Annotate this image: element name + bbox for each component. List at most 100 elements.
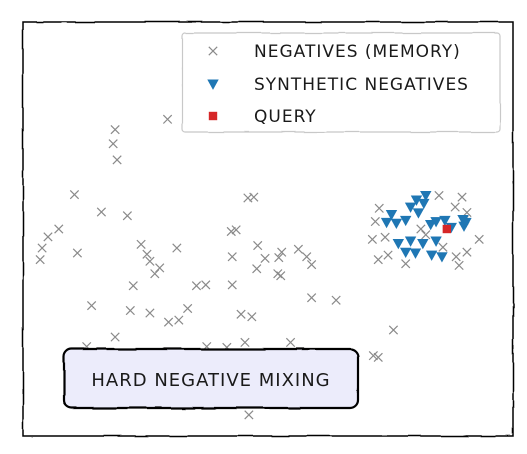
negative-point xyxy=(401,259,411,269)
negative-point xyxy=(69,190,80,200)
negative-point xyxy=(373,352,383,362)
negative-point xyxy=(302,252,312,262)
negative-point xyxy=(274,252,284,263)
negative-point xyxy=(227,280,237,290)
negative-point xyxy=(306,293,317,303)
negative-point xyxy=(450,202,460,212)
synthetic-negative-point xyxy=(417,239,429,250)
legend-markers xyxy=(207,46,219,121)
synthetic-negative-point xyxy=(399,215,412,227)
negative-point xyxy=(112,155,122,165)
negative-point xyxy=(96,207,107,217)
negative-point xyxy=(434,190,444,201)
negative-point xyxy=(367,234,377,244)
negative-point xyxy=(421,230,431,240)
negative-point xyxy=(231,225,241,235)
legend: NEGATIVES (MEMORY) SYNTHETIC NEGATIVES Q… xyxy=(181,32,501,133)
synthetic-negative-point xyxy=(418,198,430,210)
legend-label-negatives: NEGATIVES (MEMORY) xyxy=(254,42,461,62)
negative-point xyxy=(201,280,211,290)
negative-point xyxy=(388,325,399,335)
negative-point xyxy=(37,243,47,253)
negative-point xyxy=(331,295,341,305)
negative-point xyxy=(155,263,165,273)
negative-point xyxy=(474,234,484,244)
negative-point xyxy=(374,203,384,213)
plot-frame xyxy=(22,21,514,437)
synthetic-negative-point xyxy=(420,191,432,202)
negative-point xyxy=(368,351,378,361)
negative-point xyxy=(183,303,193,314)
legend-marker-query-point xyxy=(208,111,218,121)
negative-point xyxy=(174,315,184,325)
negative-point xyxy=(110,125,120,135)
negative-point xyxy=(125,305,135,316)
legend-marker-synthetic-negative-point xyxy=(207,79,219,90)
negative-point xyxy=(370,216,380,227)
negative-point xyxy=(253,240,263,251)
negative-point xyxy=(416,224,426,234)
negative-point xyxy=(457,192,467,202)
negative-point xyxy=(276,271,286,281)
negative-point xyxy=(293,244,304,254)
synthetic-negative-point xyxy=(385,210,398,221)
legend-label-synthetic: SYNTHETIC NEGATIVES xyxy=(254,75,469,95)
negative-point xyxy=(163,317,174,327)
negative-point xyxy=(277,247,287,257)
synthetic-negative-point xyxy=(390,218,403,230)
negative-point xyxy=(273,269,283,279)
negative-point xyxy=(142,249,152,259)
synthetic-negative-point xyxy=(430,236,442,247)
negative-point xyxy=(373,255,383,265)
negative-point xyxy=(86,300,97,311)
negative-point xyxy=(462,247,472,257)
negative-point xyxy=(451,252,461,262)
query-point xyxy=(442,224,452,234)
legend-label-query: QUERY xyxy=(254,107,317,127)
negative-point xyxy=(454,260,464,271)
negative-point xyxy=(438,242,448,252)
negative-point xyxy=(240,337,250,348)
negative-point xyxy=(43,232,53,242)
synthetic-negative-point xyxy=(380,217,393,229)
negative-point xyxy=(244,410,254,420)
negative-point xyxy=(306,259,317,270)
negative-point xyxy=(172,243,182,253)
negative-point xyxy=(247,312,257,322)
annotation-frame xyxy=(62,347,360,410)
synthetic-negative-point xyxy=(392,239,405,250)
negative-point xyxy=(145,308,155,318)
synthetic-negative-point xyxy=(404,202,417,213)
negative-point xyxy=(285,337,296,348)
negative-point xyxy=(383,250,393,260)
synthetic-negative-point xyxy=(412,208,425,219)
synthetic-negative-point xyxy=(404,236,417,247)
synthetic-negative-point xyxy=(439,215,451,227)
negative-point xyxy=(227,252,237,262)
negative-point xyxy=(128,281,138,291)
negative-point xyxy=(260,253,270,264)
negative-point xyxy=(150,269,160,279)
synthetic-negative-point xyxy=(460,217,472,229)
negative-point xyxy=(110,332,120,342)
negative-point xyxy=(252,264,262,274)
negative-point xyxy=(162,114,173,124)
legend-marker-negative-point xyxy=(208,46,218,56)
negative-point xyxy=(380,232,390,242)
synthetic-negative-point xyxy=(399,247,412,259)
synthetic-negative-point xyxy=(430,217,442,228)
negative-point xyxy=(236,309,246,319)
annotation-text: HARD NEGATIVE MIXING xyxy=(91,370,330,391)
negative-point xyxy=(54,224,64,234)
negative-point xyxy=(145,256,155,266)
synthetic-negative-point xyxy=(425,250,438,261)
negative-point xyxy=(122,211,132,221)
legend-box xyxy=(181,32,501,133)
negative-point xyxy=(108,139,118,149)
synthetic-negative-point xyxy=(409,248,422,259)
synthetic-negative-point xyxy=(424,219,437,231)
negative-point xyxy=(226,226,236,237)
synthetic-negative-point xyxy=(436,252,448,263)
negative-point xyxy=(35,255,45,265)
